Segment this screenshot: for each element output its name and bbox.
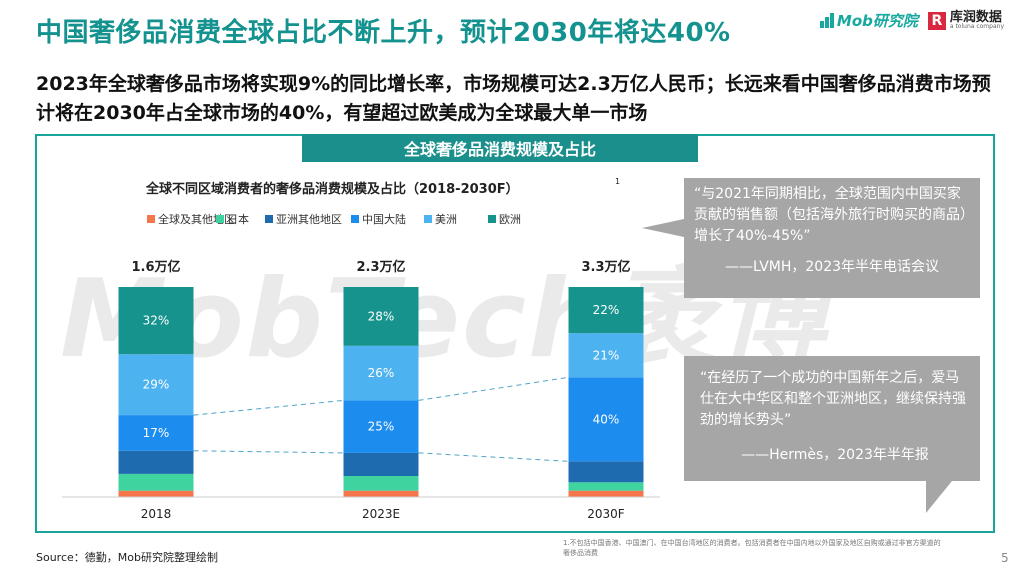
source-note: Source：德勤，Mob研究院整理绘制 (36, 551, 218, 564)
bar-segment-2023E-5 (343, 287, 419, 346)
bar-segment-2030F-5 (568, 287, 644, 334)
data-label-2030F-3: 40% (593, 412, 620, 426)
page-title: 中国奢侈品消费全球占比不断上升，预计2030年将达40% (36, 18, 731, 48)
data-label-2023E-3: 25% (368, 420, 395, 434)
panel-banner: 全球奢侈品消费规模及占比 (302, 134, 698, 162)
quote-2-pointer (926, 481, 952, 513)
bar-segment-2023E-0 (343, 490, 419, 497)
data-label-2030F-5: 22% (593, 303, 620, 317)
legend-label-3: 中国大陆 (362, 212, 406, 226)
quote-1-source: ——LVMH，2023年半年电话会议 (724, 259, 940, 275)
footnote: 1.不包括中国香港、中国澳门、在中国台湾地区的消费者。包括消费者在中国内地以外国… (563, 539, 941, 557)
quote-1-pointer (642, 219, 684, 237)
quote-1-text: “与2021年同期相比，全球范围内中国买家贡献的销售额（包括海外旅行时购买的商品… (694, 186, 967, 244)
chart-title: 全球不同区域消费者的奢侈品消费规模及占比（2018-2030F） (145, 181, 519, 197)
chart-title-superscript: 1 (615, 177, 620, 186)
bar-segment-2018-0 (118, 490, 194, 497)
legend-label-5: 欧洲 (499, 213, 521, 226)
data-label-2018-3: 17% (143, 426, 170, 440)
bar-segment-2018-5 (118, 287, 194, 355)
bar-segment-2030F-2 (568, 461, 644, 483)
connector-top-0 (193, 399, 344, 416)
x-tick-label-2023E: 2023E (362, 507, 400, 521)
chart-bars: 17% 29% 32% 1.6万亿 25% 26% 28% 2.3万亿 40% 21% 22% 3.3… (118, 259, 644, 497)
bar-segment-2030F-3 (568, 377, 644, 462)
data-label-2023E-5: 28% (368, 309, 395, 323)
bar-total-2030F: 3.3万亿 (581, 259, 630, 275)
quote-box-hermes: “在经历了一个成功的中国新年之后，爱马仕在大中华区和整个亚洲地区，继续保持强劲的… (684, 356, 980, 481)
legend-label-1: 日本 (227, 212, 249, 226)
mob-logo: Mob研究院 (819, 10, 918, 31)
x-tick-label-2018: 2018 (141, 507, 172, 521)
connector-bottom-0 (193, 450, 344, 454)
chart-connectors (193, 376, 569, 462)
quote-2-source: ——Hermès，2023年半年报 (741, 447, 929, 463)
legend-label-0: 全球及其他地区 (158, 212, 235, 226)
bar-segment-2030F-4 (568, 333, 644, 378)
bar-segment-2023E-1 (343, 476, 419, 491)
bar-total-2023E: 2.3万亿 (356, 259, 405, 275)
legend-label-2: 亚洲其他地区 (276, 213, 342, 226)
data-label-2023E-4: 26% (368, 366, 395, 380)
x-axis-labels: 2018 2023E 2030F (141, 507, 625, 521)
bar-segment-2018-3 (118, 415, 194, 451)
legend-swatch-4 (424, 215, 432, 223)
kuxun-logo-icon: R (927, 11, 946, 30)
kuxun-logo: R 库润数据 a toluna company (927, 10, 1004, 30)
stacked-bar-chart: 全球不同区域消费者的奢侈品消费规模及占比（2018-2030F） 1 全球及其他… (62, 177, 660, 521)
bar-segment-2018-1 (118, 473, 194, 491)
legend-swatch-3 (351, 215, 359, 223)
connector-bottom-1 (418, 452, 569, 462)
bar-segment-2018-2 (118, 450, 194, 474)
quote-box-lvmh: “与2021年同期相比，全球范围内中国买家贡献的销售额（包括海外旅行时购买的商品… (684, 178, 980, 298)
header-logos: Mob研究院 R 库润数据 a toluna company (819, 10, 1004, 31)
x-tick-label-2030F: 2030F (587, 507, 625, 521)
legend-swatch-5 (488, 215, 496, 223)
legend-label-4: 美洲 (435, 213, 457, 226)
bar-segment-2030F-1 (568, 482, 644, 491)
bar-total-2018: 1.6万亿 (131, 259, 180, 275)
bar-segment-2023E-3 (343, 400, 419, 453)
legend-swatch-1 (216, 215, 224, 223)
bar-segment-2023E-2 (343, 452, 419, 476)
kuxun-logo-text: 库润数据 (949, 10, 1002, 25)
legend-swatch-0 (147, 215, 155, 223)
data-label-2030F-4: 21% (593, 348, 620, 362)
mob-logo-icon (819, 13, 834, 28)
quote-2-text: “在经历了一个成功的中国新年之后，爱马仕在大中华区和整个亚洲地区，继续保持强劲的… (700, 370, 966, 428)
page-number: 5 (1001, 551, 1009, 565)
data-label-2018-4: 29% (143, 378, 170, 392)
connector-top-1 (418, 376, 569, 401)
legend-swatch-2 (265, 215, 273, 223)
page-subtitle: 2023年全球奢侈品市场将实现9%的同比增长率，市场规模可达2.3万亿人民币；长… (36, 73, 991, 124)
data-label-2018-5: 32% (143, 314, 170, 328)
kuxun-logo-subtext: a toluna company (949, 23, 1004, 30)
bar-segment-2023E-4 (343, 345, 419, 401)
mob-logo-text: Mob研究院 (836, 12, 918, 30)
bar-segment-2030F-0 (568, 490, 644, 497)
bar-segment-2018-4 (118, 354, 194, 416)
